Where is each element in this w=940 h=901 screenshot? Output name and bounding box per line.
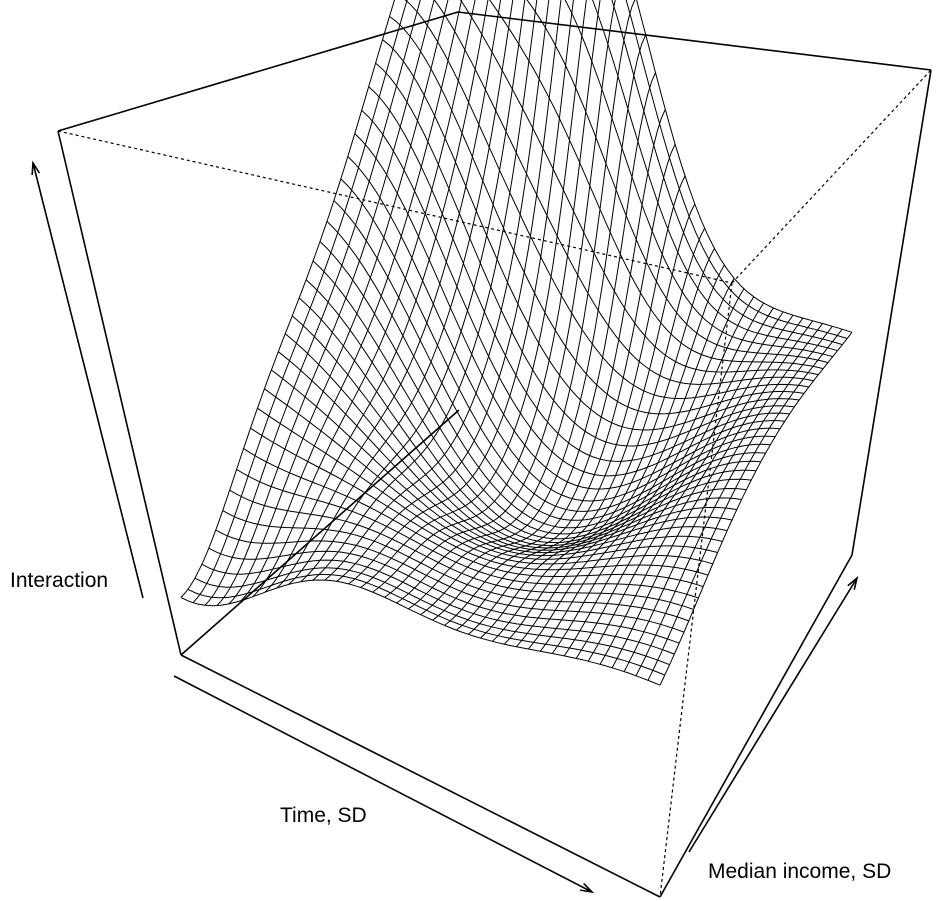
surface-mesh (180, 0, 853, 686)
z-axis-label: Interaction (10, 569, 109, 592)
mesh-line-time (300, 0, 526, 583)
mesh-line-income (250, 427, 709, 576)
mesh-line-income (326, 221, 761, 529)
mesh-line-income (625, 0, 848, 339)
mesh-line-income (319, 241, 757, 535)
mesh-line-income (340, 178, 771, 512)
mesh-line-income (389, 16, 805, 415)
mesh-line-income (382, 39, 800, 431)
box-edge (659, 554, 853, 898)
mesh-line-income (375, 62, 795, 447)
box-edge (57, 11, 459, 132)
mesh-line-income (354, 133, 781, 490)
mesh-line-income (489, 0, 824, 370)
mesh-line-income (194, 567, 670, 666)
mesh-line-income (459, 0, 819, 376)
box-edge-dashed (731, 69, 932, 284)
box-edge-dashed (57, 130, 733, 284)
mesh-line-income (611, 0, 843, 346)
mesh-line-income (636, 0, 853, 333)
box-edge (851, 69, 932, 556)
y-axis-label: Median income, SD (708, 860, 892, 883)
mesh-line-income (180, 579, 661, 686)
mesh-line-time (611, 320, 814, 669)
mesh-line-income (271, 369, 723, 557)
mesh-line-income (333, 200, 766, 521)
mesh-line-income (347, 156, 776, 502)
x-axis-label: Time, SD (280, 804, 367, 827)
mesh-line-income (305, 279, 747, 544)
mesh-line-income (564, 0, 833, 358)
mesh-line-income (243, 448, 704, 588)
mesh-line-income (368, 86, 790, 462)
mesh-line-income (291, 315, 737, 549)
box-edge (180, 654, 661, 898)
mesh-line-time (228, 0, 449, 605)
mesh-line-time (192, 0, 408, 604)
mesh-line-income (229, 489, 694, 610)
mesh-line-time (503, 264, 725, 645)
x-axis-arrow (173, 675, 593, 893)
mesh-line-income (361, 109, 785, 477)
y-axis-arrow-head (847, 575, 859, 590)
z-axis-arrow-head (31, 160, 41, 176)
box-edge (180, 409, 460, 656)
mesh-line-income (312, 260, 752, 540)
mesh-line-time (240, 0, 463, 602)
mesh-line-income (215, 529, 685, 633)
mesh-line-income (264, 388, 718, 560)
box-edge (457, 11, 932, 71)
mesh-line-income (257, 407, 713, 565)
z-axis-arrow (32, 162, 144, 599)
axis-arrows (31, 160, 859, 894)
mesh-line-time (312, 0, 538, 581)
mesh-line-income (284, 333, 733, 551)
mesh-line-income (298, 297, 742, 547)
mesh-line-income (526, 0, 829, 364)
mesh-line-income (187, 573, 665, 676)
mesh-line-income (592, 0, 838, 352)
y-axis-arrow (688, 577, 858, 853)
x-axis-arrow-head (580, 882, 595, 894)
mesh-line-income (404, 0, 809, 400)
box-edge (57, 130, 182, 656)
mesh-line-time (288, 0, 514, 585)
mesh-line-income (277, 351, 728, 554)
mesh-line-time (324, 0, 550, 581)
mesh-line-income (433, 0, 814, 385)
mesh-line-time (563, 307, 774, 657)
bounding-box-back-edges (57, 69, 932, 898)
mesh-line-income (236, 468, 699, 599)
mesh-line-income (208, 547, 680, 644)
bounding-box-front-edges (57, 11, 932, 898)
mesh-line-income (222, 510, 689, 622)
